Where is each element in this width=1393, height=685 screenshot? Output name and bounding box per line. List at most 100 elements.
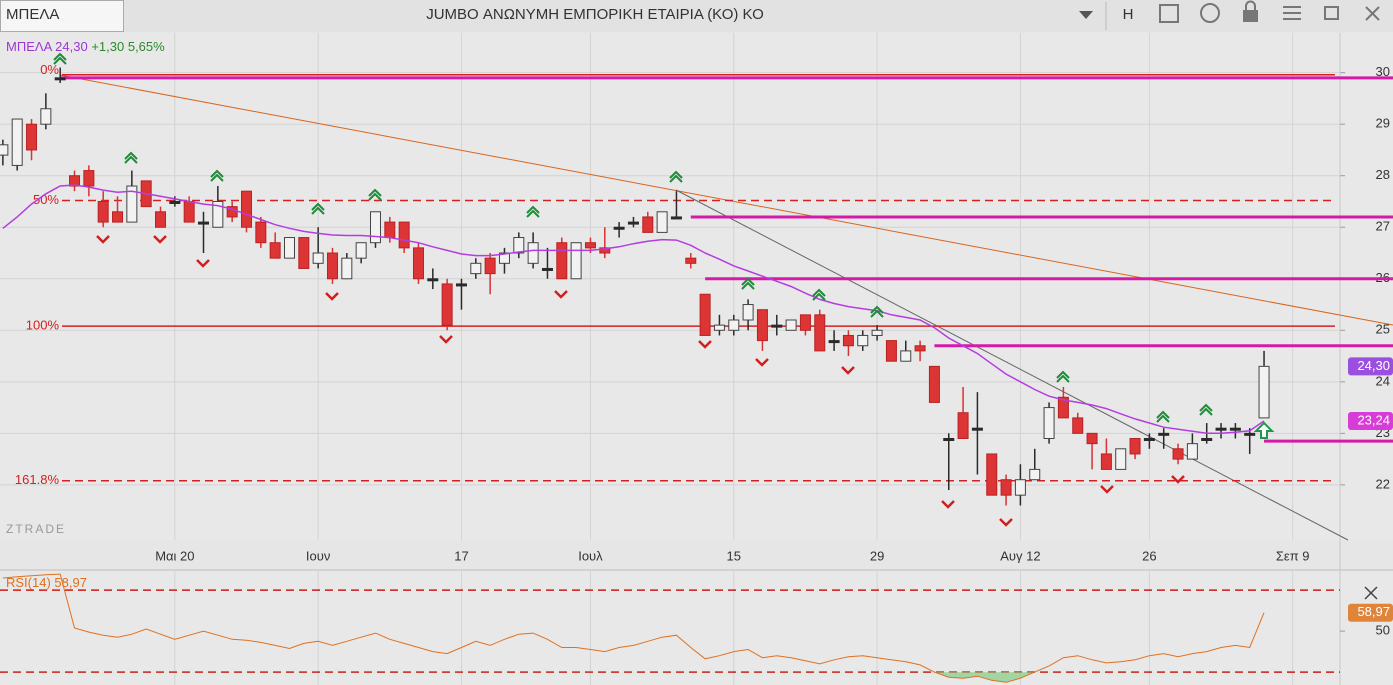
candle-body	[355, 242, 367, 259]
candle-body	[1057, 396, 1069, 419]
rsi-tag-box	[1348, 603, 1393, 622]
rsi-name: RSI(14)	[6, 575, 51, 590]
candle-body	[312, 252, 324, 264]
candle-body	[527, 242, 539, 264]
rsi-value: 58,97	[54, 575, 87, 590]
trend-line	[675, 189, 1349, 541]
sell-signal	[554, 290, 568, 299]
candle-body	[97, 200, 109, 223]
panel-icon[interactable]	[1159, 4, 1179, 23]
candle-body	[212, 200, 224, 228]
sell-signal	[841, 366, 855, 375]
candle-body	[627, 221, 639, 225]
candle-body	[742, 304, 754, 321]
buy-signal	[526, 205, 540, 218]
buy-signal	[1199, 403, 1213, 416]
candle-body	[986, 453, 998, 496]
candle-body	[126, 185, 138, 223]
x-tick-label: Ιουν	[306, 548, 330, 563]
candle-body	[255, 221, 267, 244]
candle-body	[1014, 479, 1026, 496]
buy-signal	[669, 170, 683, 183]
symbol: ΜΠΕΛΑ	[6, 6, 59, 23]
candle-body	[1100, 453, 1112, 470]
candle-body	[584, 242, 596, 249]
quote-price: 24,30	[55, 39, 88, 54]
candle-body	[83, 170, 95, 187]
quote-line: ΜΠΕΛΑ 24,30 +1,30 5,65%	[6, 39, 165, 54]
candle-body	[1172, 448, 1184, 460]
candle-body	[1143, 437, 1155, 441]
rsi-close[interactable]	[1364, 586, 1378, 600]
watermark: ZTRADE	[6, 522, 66, 536]
candle-body	[900, 350, 912, 362]
sell-signal	[755, 358, 769, 367]
candle-body	[1000, 479, 1012, 496]
candle-body	[326, 252, 338, 280]
quote-icon[interactable]	[1200, 3, 1220, 23]
candle-body	[155, 211, 167, 228]
candle-body	[685, 257, 697, 264]
candle-body	[1043, 407, 1055, 439]
candle-body	[857, 334, 869, 347]
quote-symbol: ΜΠΕΛΑ	[6, 39, 53, 54]
dropdown[interactable]	[1079, 11, 1093, 19]
candle-body	[885, 340, 897, 362]
candle-body	[957, 412, 969, 439]
candle-body	[613, 226, 625, 230]
lock-icon[interactable]	[1243, 10, 1258, 22]
candle-body	[384, 221, 396, 239]
ma-tag: 23,24	[1357, 412, 1390, 427]
candle-body	[412, 247, 424, 280]
candle-body	[513, 237, 525, 254]
candle-body	[40, 108, 52, 125]
candle-body	[112, 211, 124, 223]
x-tick-label: 29	[870, 548, 884, 563]
candle-body	[283, 237, 295, 259]
candle-body	[54, 77, 66, 81]
candle-body	[441, 283, 453, 326]
candle-body	[570, 242, 582, 280]
close-icon[interactable]	[1365, 6, 1380, 21]
buy-signal	[311, 202, 325, 215]
candle-body	[785, 319, 797, 331]
candle-body	[1258, 365, 1270, 419]
price-tag-box	[1348, 357, 1393, 376]
candle-body	[599, 247, 611, 254]
rsi-panel	[0, 570, 1393, 685]
buy-signal	[210, 169, 224, 182]
candle-body	[69, 175, 81, 187]
sell-signal	[439, 335, 453, 344]
candle-body	[11, 118, 23, 166]
candle-body	[198, 221, 210, 225]
sell-signal	[999, 518, 1013, 527]
instrument-title: JUMBO ΑΝΩΝΥΜΗ ΕΜΠΟΡΙΚΗ ΕΤΑΙΡΙΑ (ΚΟ) ΚΟ	[426, 6, 764, 23]
h-button[interactable]: Η	[1123, 6, 1134, 23]
sell-signal	[941, 500, 955, 509]
candle-body	[971, 427, 983, 431]
x-tick-label: Ιουλ	[578, 548, 603, 563]
buy-signal	[812, 288, 826, 301]
sell-signal	[1171, 475, 1185, 484]
candle-body	[369, 211, 381, 244]
candle-body	[814, 314, 826, 352]
lock-shackle	[1245, 0, 1256, 10]
candle-body	[928, 365, 940, 403]
candle-body	[427, 278, 439, 282]
fib-label: 50%	[33, 192, 59, 207]
buy-signal	[870, 305, 884, 318]
rsi-tick-label: 50	[1376, 623, 1390, 638]
candle-body	[26, 123, 38, 151]
candle-body	[341, 257, 353, 280]
candle-body	[470, 262, 482, 275]
candle-body	[914, 345, 926, 352]
candle-body	[241, 190, 253, 228]
rsi-line	[2, 573, 1265, 683]
quote-change: +1,30 5,65%	[91, 39, 165, 54]
restore-icon[interactable]	[1324, 6, 1339, 20]
buy-signal	[741, 277, 755, 290]
candle-body	[842, 334, 854, 347]
symbol-box[interactable]	[0, 0, 124, 32]
candle-body	[1072, 417, 1084, 434]
menu-icon[interactable]	[1283, 6, 1301, 20]
